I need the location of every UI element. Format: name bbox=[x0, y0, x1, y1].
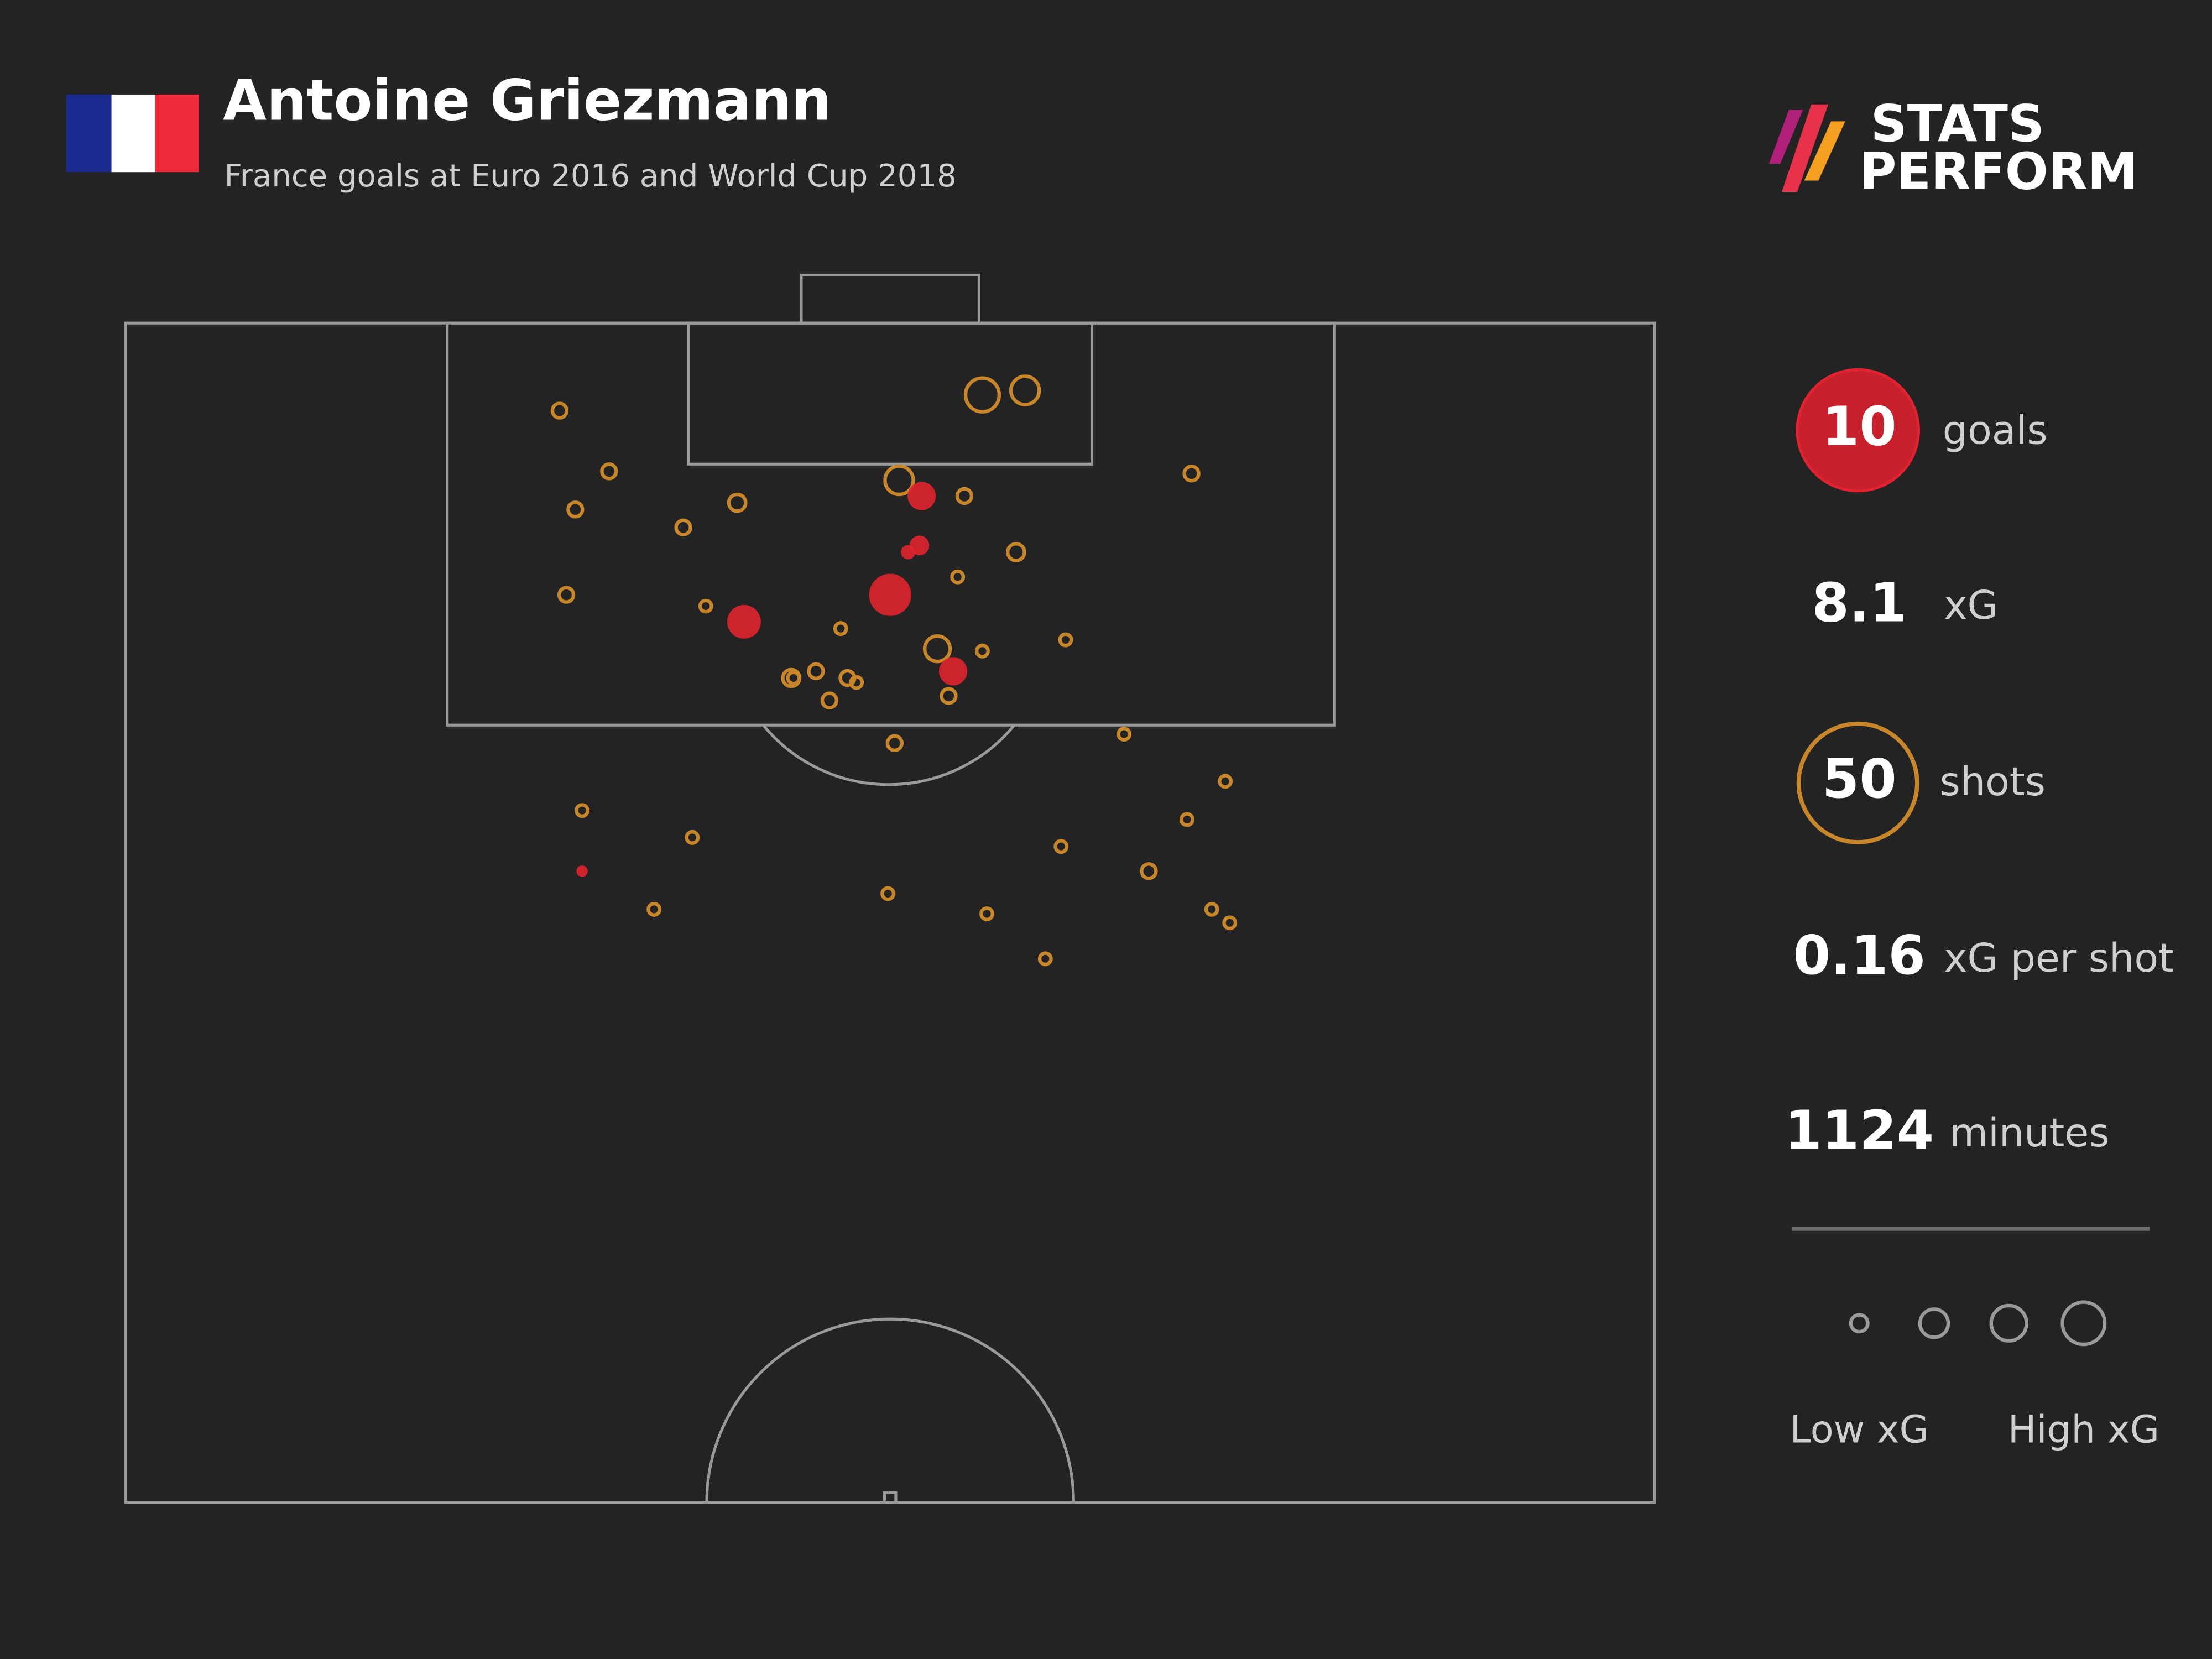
shot-point bbox=[1053, 839, 1069, 854]
size-legend-circle bbox=[1989, 1303, 2028, 1343]
goal-point bbox=[727, 604, 761, 639]
shot-point bbox=[600, 462, 618, 481]
shot-point bbox=[1006, 542, 1026, 562]
brand-logo: STATS PERFORM bbox=[1768, 94, 2138, 201]
shot-point bbox=[833, 621, 848, 637]
shot-point bbox=[727, 492, 748, 513]
shot-point bbox=[950, 569, 966, 585]
stat-label: shots bbox=[1940, 759, 2046, 805]
shot-point bbox=[820, 691, 839, 709]
brand-text: PERFORM bbox=[1859, 142, 2138, 201]
logo-slash bbox=[1804, 121, 1845, 181]
shot-point bbox=[1058, 632, 1073, 648]
shot-point bbox=[557, 586, 576, 604]
shot-point bbox=[674, 518, 692, 537]
shot-point bbox=[880, 886, 896, 901]
goal-point bbox=[901, 545, 916, 560]
goal-point bbox=[938, 657, 968, 686]
shot-point bbox=[974, 643, 990, 659]
logo-slash bbox=[1781, 104, 1829, 192]
shot-point bbox=[566, 500, 585, 519]
shot-point bbox=[1117, 727, 1132, 742]
shot-point bbox=[1009, 374, 1041, 406]
shot-point bbox=[1222, 915, 1238, 931]
stat-label: goals bbox=[1943, 408, 2048, 453]
shot-point bbox=[885, 734, 904, 752]
stat-label: xG bbox=[1944, 582, 1998, 628]
stat-label: xG per shot bbox=[1944, 935, 2174, 981]
goal bbox=[800, 273, 980, 325]
chart-title: Antoine Griezmann bbox=[223, 68, 832, 134]
size-legend-circle bbox=[2060, 1300, 2107, 1347]
penalty-arc bbox=[762, 724, 1016, 786]
shot-point bbox=[807, 662, 825, 681]
chart-subtitle: France goals at Euro 2016 and World Cup … bbox=[225, 158, 957, 194]
brand-text: STATS bbox=[1871, 94, 2044, 153]
legend-label: High xG bbox=[2008, 1407, 2159, 1452]
shot-point bbox=[698, 598, 713, 614]
size-legend-circle bbox=[1918, 1307, 1950, 1339]
goal-point bbox=[907, 482, 936, 510]
shot-point bbox=[575, 803, 590, 818]
legend-label: Low xG bbox=[1790, 1407, 1929, 1452]
shot-point bbox=[1180, 812, 1194, 827]
shot-point bbox=[786, 670, 801, 686]
goals-badge bbox=[1796, 368, 1920, 493]
shots-badge bbox=[1796, 721, 1919, 844]
shot-point bbox=[940, 687, 958, 705]
shot-point bbox=[883, 464, 915, 497]
goal-point bbox=[576, 865, 588, 877]
stat-value: 50 bbox=[1822, 748, 1897, 810]
stats-panel: 10 goals 8.1 xG 50 shots 0.16 xG per sho… bbox=[1785, 368, 2174, 1452]
shots bbox=[550, 374, 1238, 967]
shot-point bbox=[963, 376, 1001, 414]
flag-white bbox=[111, 94, 155, 173]
flag-red bbox=[155, 94, 199, 173]
stat-value: 0.16 bbox=[1793, 924, 1926, 987]
shot-point bbox=[685, 830, 700, 845]
stat-label: minutes bbox=[1950, 1110, 2110, 1156]
shot-point bbox=[646, 901, 662, 917]
size-legend-circle bbox=[1849, 1313, 1870, 1334]
logo-slash bbox=[1768, 109, 1803, 164]
shot-point bbox=[979, 906, 995, 921]
stat-value: 8.1 bbox=[1812, 571, 1907, 634]
center-spot bbox=[883, 1491, 898, 1504]
stat-value: 1124 bbox=[1785, 1099, 1934, 1161]
pitch bbox=[124, 273, 1656, 1504]
shot-point bbox=[550, 401, 569, 420]
shot-point bbox=[1037, 951, 1053, 967]
center-circle bbox=[705, 1317, 1075, 1503]
shot-point bbox=[849, 675, 864, 690]
stat-value: 10 bbox=[1822, 395, 1897, 457]
shot-point bbox=[1140, 862, 1158, 880]
goal-point bbox=[869, 573, 911, 616]
flag bbox=[66, 94, 199, 173]
shot-point bbox=[1182, 465, 1201, 483]
shot-point bbox=[955, 487, 974, 505]
shot-point bbox=[922, 634, 952, 664]
shot-point bbox=[1204, 901, 1219, 917]
flag-blue bbox=[66, 94, 112, 173]
shot-point bbox=[1218, 774, 1233, 789]
